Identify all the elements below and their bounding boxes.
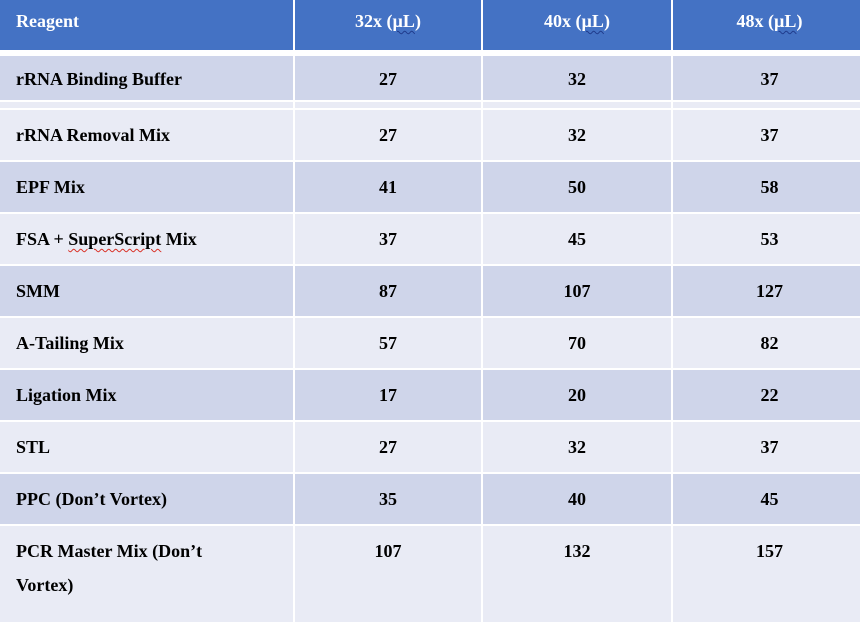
spellcheck-flagged-word: SuperScript: [68, 229, 162, 249]
volume-48x: 127: [673, 266, 860, 316]
reagent-name: STL: [0, 422, 293, 472]
table-row: STL 27 32 37: [0, 422, 860, 472]
table-row: rRNA Binding Buffer 27 32 37: [0, 56, 860, 100]
reagent-name: PCR Master Mix (Don’t Vortex): [0, 526, 293, 622]
volume-32x: 87: [295, 266, 481, 316]
reagent-name: rRNA Removal Mix: [0, 110, 293, 160]
volume-32x: 35: [295, 474, 481, 524]
volume-48x: 22: [673, 370, 860, 420]
volume-40x: 45: [483, 214, 671, 264]
header-48x: 48x (µL): [673, 0, 860, 50]
table-row: PPC (Don’t Vortex) 35 40 45: [0, 474, 860, 524]
table-row: SMM 87 107 127: [0, 266, 860, 316]
volume-32x: 37: [295, 214, 481, 264]
volume-48x: 82: [673, 318, 860, 368]
volume-48x: 37: [673, 56, 860, 100]
table-row: FSA + SuperScript Mix 37 45 53: [0, 214, 860, 264]
volume-32x: 27: [295, 56, 481, 100]
volume-48x: 58: [673, 162, 860, 212]
table-header-row: Reagent 32x (µL) 40x (µL) 48x (µL): [0, 0, 860, 50]
volume-48x: 53: [673, 214, 860, 264]
table-row: PCR Master Mix (Don’t Vortex) 107 132 15…: [0, 526, 860, 622]
volume-32x: 41: [295, 162, 481, 212]
reagent-name: SMM: [0, 266, 293, 316]
reagent-name: PPC (Don’t Vortex): [0, 474, 293, 524]
reagent-name: rRNA Binding Buffer: [0, 56, 293, 100]
table-row: EPF Mix 41 50 58: [0, 162, 860, 212]
volume-48x: 157: [673, 526, 860, 622]
header-32x: 32x (µL): [295, 0, 481, 50]
table-row: Ligation Mix 17 20 22: [0, 370, 860, 420]
volume-40x: 132: [483, 526, 671, 622]
volume-40x: 70: [483, 318, 671, 368]
table-row: rRNA Removal Mix 27 32 37: [0, 110, 860, 160]
volume-48x: 37: [673, 110, 860, 160]
volume-40x: 32: [483, 110, 671, 160]
reagent-name: A-Tailing Mix: [0, 318, 293, 368]
reagent-name: EPF Mix: [0, 162, 293, 212]
volume-32x: 17: [295, 370, 481, 420]
row-divider: [0, 102, 860, 108]
volume-32x: 107: [295, 526, 481, 622]
header-40x: 40x (µL): [483, 0, 671, 50]
volume-32x: 27: [295, 422, 481, 472]
volume-40x: 50: [483, 162, 671, 212]
table-row: A-Tailing Mix 57 70 82: [0, 318, 860, 368]
reagent-name: FSA + SuperScript Mix: [0, 214, 293, 264]
volume-40x: 107: [483, 266, 671, 316]
reagent-name: Ligation Mix: [0, 370, 293, 420]
volume-40x: 32: [483, 56, 671, 100]
volume-32x: 57: [295, 318, 481, 368]
volume-40x: 40: [483, 474, 671, 524]
volume-48x: 37: [673, 422, 860, 472]
volume-40x: 20: [483, 370, 671, 420]
volume-32x: 27: [295, 110, 481, 160]
volume-40x: 32: [483, 422, 671, 472]
volume-48x: 45: [673, 474, 860, 524]
header-reagent: Reagent: [0, 0, 293, 50]
